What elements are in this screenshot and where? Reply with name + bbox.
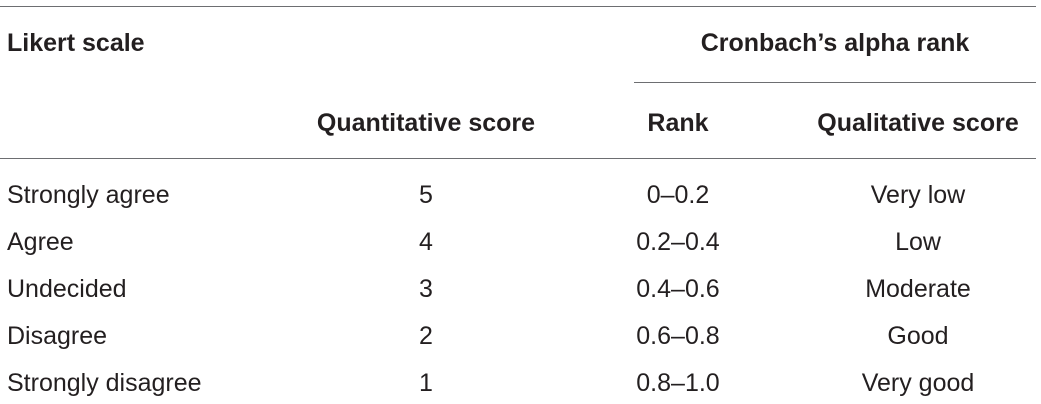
likert-cell: Strongly disagree: [7, 369, 202, 397]
quantitative-cell: 5: [419, 181, 433, 209]
top-rule: [0, 6, 1036, 7]
likert-cell: Undecided: [7, 275, 127, 303]
header-quantitative-score: Quantitative score: [316, 109, 536, 137]
quantitative-cell: 3: [419, 275, 433, 303]
header-cronbach-group: Cronbach’s alpha rank: [700, 29, 970, 57]
header-rank: Rank: [647, 109, 709, 137]
rank-cell: 0.4–0.6: [636, 275, 720, 303]
qualitative-cell: Good: [887, 322, 949, 350]
group-rule: [634, 82, 1036, 83]
rank-cell: 0.2–0.4: [636, 228, 720, 256]
likert-cell: Agree: [7, 228, 74, 256]
header-likert-scale: Likert scale: [7, 29, 145, 57]
quantitative-cell: 2: [419, 322, 433, 350]
header-qualitative-score: Qualitative score: [817, 109, 1019, 137]
qualitative-cell: Very low: [870, 181, 966, 209]
rank-cell: 0–0.2: [646, 181, 710, 209]
quantitative-cell: 1: [419, 369, 433, 397]
qualitative-cell: Very good: [861, 369, 975, 397]
likert-cell: Strongly agree: [7, 181, 170, 209]
likert-cell: Disagree: [7, 322, 108, 350]
qualitative-cell: Moderate: [865, 275, 971, 303]
quantitative-cell: 4: [419, 228, 433, 256]
header-rule: [0, 158, 1036, 159]
rank-cell: 0.6–0.8: [636, 322, 720, 350]
qualitative-cell: Low: [895, 228, 941, 256]
rank-cell: 0.8–1.0: [636, 369, 720, 397]
